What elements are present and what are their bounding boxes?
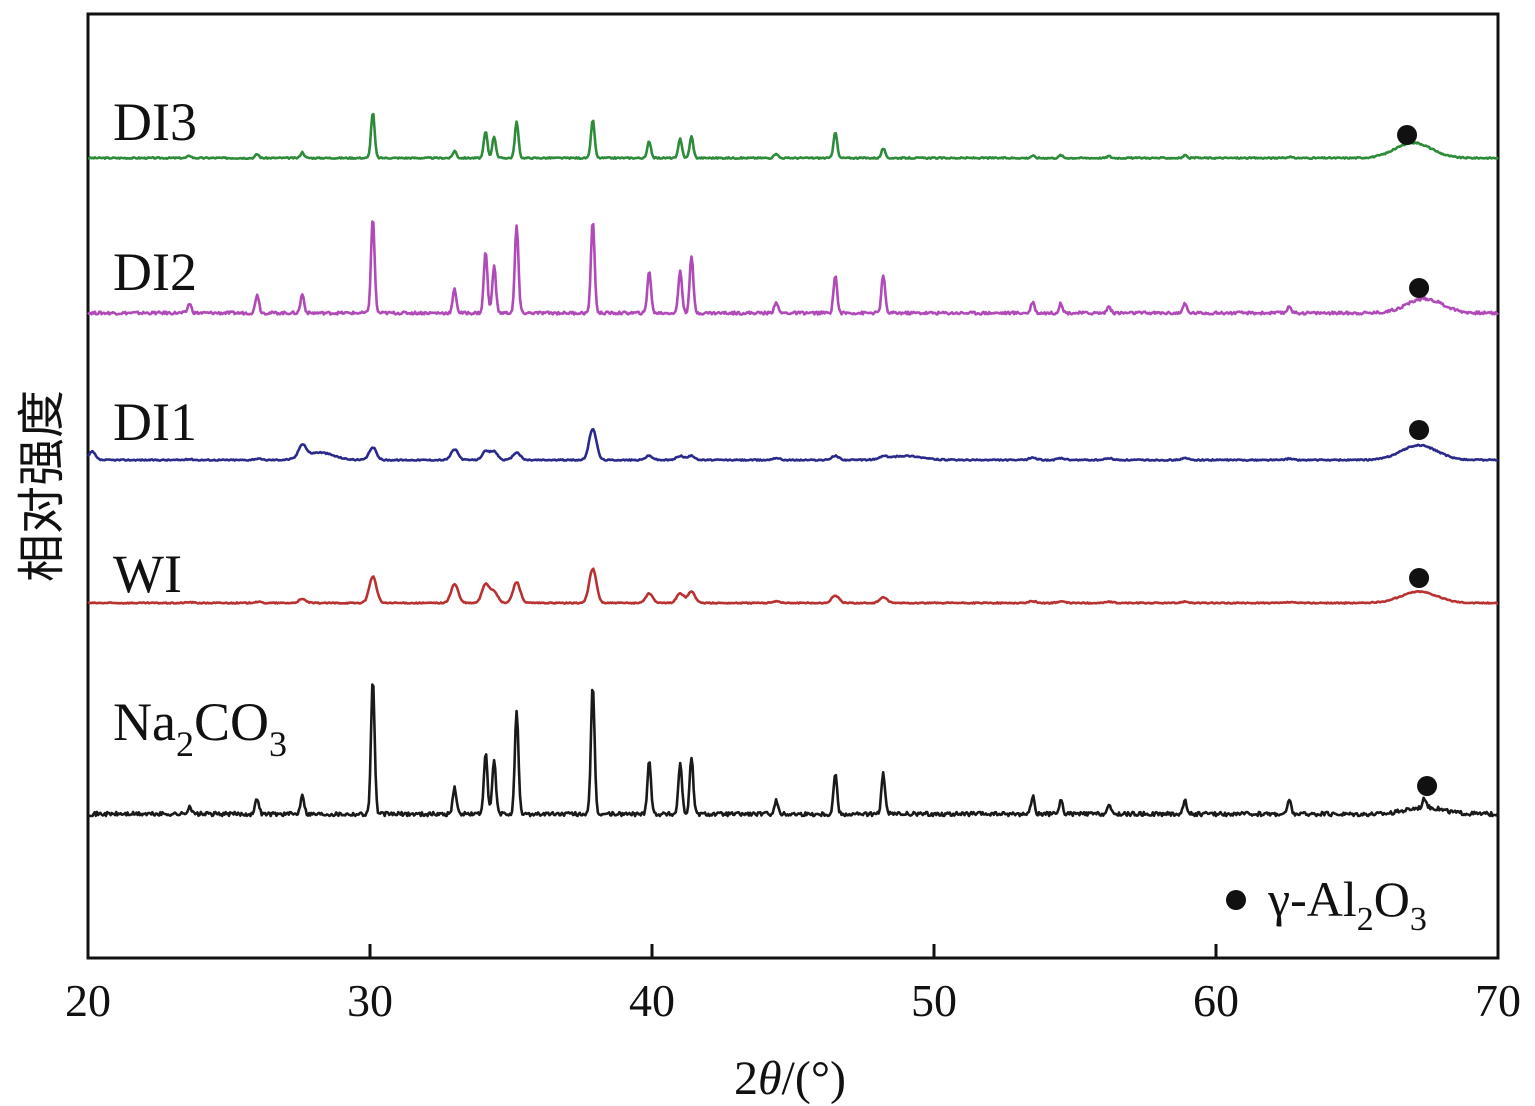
legend-label-sub1: 2 xyxy=(1357,901,1374,938)
alumina-marker-di2 xyxy=(1409,278,1430,298)
series-layer xyxy=(86,112,1500,818)
x-axis-title-suffix: /(°) xyxy=(782,1052,847,1105)
legend-marker xyxy=(1226,890,1246,910)
series-line-di1 xyxy=(86,428,1499,462)
series-label-di1: DI1 xyxy=(113,392,197,452)
legend-label-mid: O xyxy=(1374,871,1410,927)
x-tick-label: 40 xyxy=(629,975,675,1026)
y-axis-title: 相对强度 xyxy=(16,390,69,582)
alumina-marker-na2co3 xyxy=(1417,776,1438,796)
series-label-wi: WI xyxy=(113,544,182,604)
x-axis-title: 2θ/(°) xyxy=(734,1052,846,1105)
series-label-di2: DI2 xyxy=(113,242,197,302)
x-tick-label: 60 xyxy=(1193,975,1239,1026)
alumina-markers xyxy=(1397,125,1438,796)
series-line-di3 xyxy=(87,112,1499,160)
series-label-di3: DI3 xyxy=(113,92,197,152)
x-axis-title-prefix: 2 xyxy=(734,1052,758,1105)
plot-frame xyxy=(86,12,1500,960)
series-line-wi xyxy=(87,567,1499,605)
x-tick-label: 50 xyxy=(911,975,957,1026)
x-axis-title-var: θ xyxy=(758,1052,782,1105)
legend-label-prefix: γ-Al xyxy=(1267,871,1357,927)
x-tick-label: 70 xyxy=(1475,975,1521,1026)
x-tick-label: 30 xyxy=(347,975,393,1026)
x-tick-label: 20 xyxy=(65,975,111,1026)
alumina-marker-di1 xyxy=(1409,420,1430,440)
legend: γ-Al2O3 xyxy=(1226,871,1427,938)
series-line-di2 xyxy=(87,220,1499,316)
x-ticks: 20 30 40 50 60 70 xyxy=(65,944,1521,1026)
alumina-marker-wi xyxy=(1409,568,1430,588)
series-line-na2co3 xyxy=(87,683,1500,818)
alumina-marker-di3 xyxy=(1397,125,1418,145)
legend-label-sub2: 3 xyxy=(1410,901,1427,938)
series-labels: DI3 DI2 DI1 WI Na2CO3 xyxy=(113,92,287,764)
series-label-na2co3: Na2CO3 xyxy=(113,692,287,764)
legend-label: γ-Al2O3 xyxy=(1267,871,1427,938)
